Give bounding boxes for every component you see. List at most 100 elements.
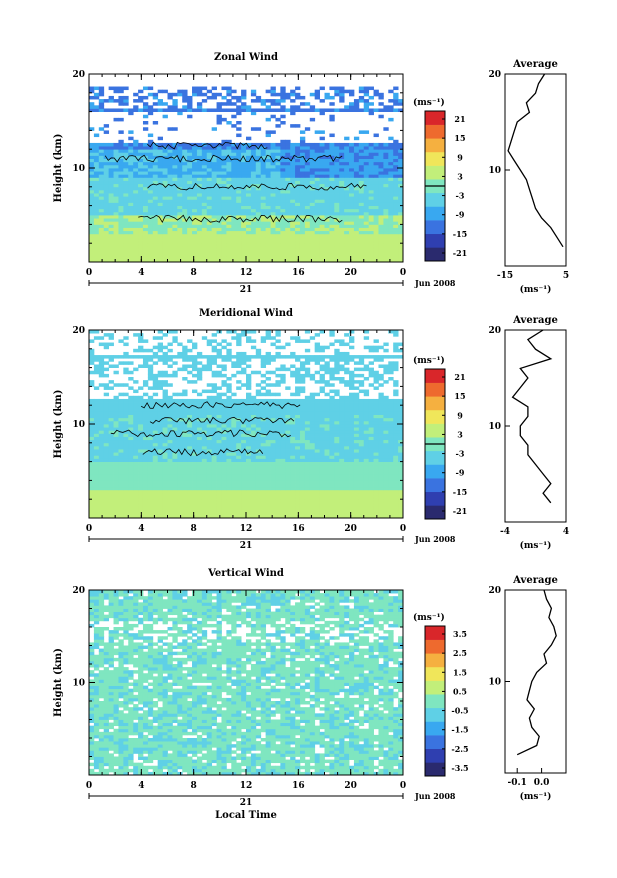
heatmap-cell [261,480,266,484]
heatmap-cell [344,174,349,178]
heatmap-cell [349,474,354,478]
heatmap-cell [153,499,158,503]
heatmap-cell [310,212,315,216]
heatmap-cell [187,108,192,112]
heatmap-cell [217,146,222,150]
heatmap-cell [182,256,187,260]
heatmap-cell [310,430,315,434]
heatmap-cell [275,206,280,210]
heatmap-cell [295,149,300,153]
heatmap-cell [285,443,290,447]
heatmap-cell [118,196,123,200]
heatmap-cell [374,196,379,200]
x-tick-label: 4 [138,268,144,278]
heatmap-cell [310,206,315,210]
heatmap-cell [300,480,305,484]
heatmap-cell [221,146,226,150]
heatmap-cell [383,155,388,159]
heatmap-cell [280,437,285,441]
heatmap-cell [329,474,334,478]
heatmap-cell [182,209,187,213]
heatmap-cell [192,228,197,232]
heatmap-cell [378,171,383,175]
heatmap-cell [378,218,383,222]
heatmap-cell [300,202,305,206]
heatmap-cell [374,465,379,469]
heatmap-cell [143,212,148,216]
heatmap-cell [168,108,173,112]
heatmap-cell [325,452,330,456]
heatmap-cell [334,487,339,491]
heatmap-cell [261,443,266,447]
heatmap-cell [158,209,163,213]
heatmap-cell [182,193,187,197]
heatmap-cell [378,487,383,491]
heatmap-cell [310,421,315,425]
heatmap-cell [246,196,251,200]
heatmap-cell [261,437,266,441]
heatmap-cell [94,249,99,253]
heatmap-cell [383,452,388,456]
heatmap-cell [329,421,334,425]
heatmap-cell [285,224,290,228]
chart-title: Zonal Wind [214,52,278,63]
heatmap-cell [246,455,251,459]
heatmap-cell [266,206,271,210]
heatmap-cell [231,502,236,506]
heatmap-cell [236,234,241,238]
heatmap-cell [148,443,153,447]
heatmap-cell [114,234,119,238]
heatmap-cell [192,93,197,97]
heatmap-cell [261,152,266,156]
heatmap-cell [275,440,280,444]
heatmap-cell [221,487,226,491]
heatmap-cell [290,427,295,431]
heatmap-cell [163,165,168,169]
heatmap-cell [329,87,334,91]
heatmap-cell [359,502,364,506]
heatmap-cell [217,168,222,172]
heatmap-cell [123,199,128,203]
heatmap-cell [271,93,276,97]
heatmap-cell [236,458,241,462]
heatmap-cell [128,206,133,210]
heatmap-cell [231,190,236,194]
heatmap-cell [388,108,393,112]
heatmap-cell [280,477,285,481]
heatmap-cell [280,246,285,250]
heatmap-cell [378,499,383,503]
heatmap-cell [300,468,305,472]
heatmap-cell [197,421,202,425]
heatmap-cell [182,149,187,153]
heatmap-cell [168,237,173,241]
heatmap-cell [114,187,119,191]
heatmap-cell [369,493,374,497]
heatmap-cell [388,184,393,188]
heatmap-cell [393,427,398,431]
heatmap-cell [197,474,202,478]
heatmap-cell [300,421,305,425]
heatmap-cell [374,427,379,431]
heatmap-cell [290,502,295,506]
heatmap-cell [320,437,325,441]
heatmap-cell [251,108,256,112]
heatmap-cell [123,237,128,241]
heatmap-cell [202,228,207,232]
heatmap-cell [320,231,325,235]
heatmap-cell [197,102,202,106]
heatmap-cell [221,424,226,428]
heatmap-cell [212,246,217,250]
heatmap-cell [217,209,222,213]
heatmap-cell [109,468,114,472]
heatmap-cell [256,443,261,447]
x-tick-label: 0 [400,268,406,278]
heatmap-cell [94,231,99,235]
heatmap-cell [143,446,148,450]
heatmap-cell [217,215,222,219]
heatmap-cell [374,424,379,428]
heatmap-cell [310,209,315,213]
heatmap-cell [334,421,339,425]
heatmap-cell [104,443,109,447]
heatmap-cell [285,471,290,475]
heatmap-cell [383,424,388,428]
